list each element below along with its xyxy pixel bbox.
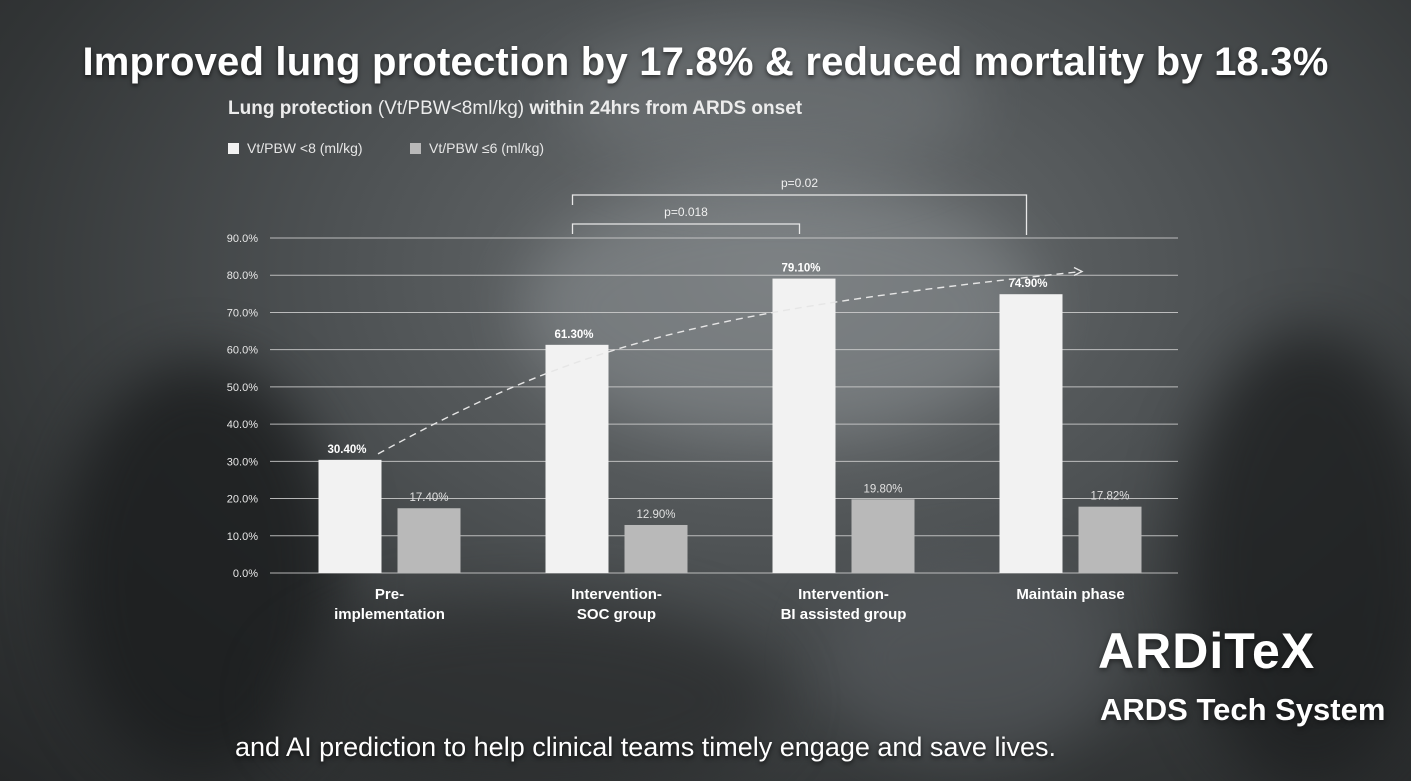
brand-tagline: ARDS Tech System bbox=[1100, 692, 1386, 727]
data-label-secondary: 17.40% bbox=[409, 492, 448, 504]
y-tick-label: 20.0% bbox=[227, 494, 258, 506]
significance-bracket bbox=[571, 223, 801, 234]
p-value-label: p=0.018 bbox=[664, 205, 708, 219]
bar-primary bbox=[772, 278, 836, 573]
bar-primary bbox=[999, 294, 1063, 573]
p-value-label: p=0.02 bbox=[781, 176, 818, 190]
trend-arrow-line bbox=[377, 270, 1083, 455]
bar-secondary bbox=[851, 499, 915, 573]
y-tick-label: 10.0% bbox=[227, 531, 258, 543]
x-category-label: SOC group bbox=[577, 606, 656, 623]
video-caption: and AI prediction to help clinical teams… bbox=[235, 732, 1056, 762]
legend-swatch-primary bbox=[228, 142, 239, 154]
headline: Improved lung protection by 17.8% & redu… bbox=[82, 40, 1329, 84]
bar-secondary bbox=[1078, 506, 1142, 573]
data-label-primary: 61.30% bbox=[554, 329, 593, 341]
bar-secondary bbox=[624, 524, 688, 573]
bar-primary bbox=[545, 344, 609, 573]
data-label-primary: 79.10% bbox=[781, 263, 820, 275]
legend-label-primary: Vt/PBW <8 (ml/kg) bbox=[247, 140, 363, 156]
data-label-secondary: 19.80% bbox=[863, 483, 902, 495]
data-label-secondary: 12.90% bbox=[636, 509, 675, 521]
chart-title-window: within 24hrs from ARDS onset bbox=[529, 98, 803, 119]
chart-title: Lung protection (Vt/PBW<8ml/kg) within 2… bbox=[228, 98, 802, 120]
x-category-label: Intervention- bbox=[798, 586, 889, 603]
data-label-primary: 74.90% bbox=[1008, 278, 1047, 290]
significance-bracket bbox=[571, 194, 1028, 235]
legend-swatch-secondary bbox=[410, 142, 421, 154]
data-label-secondary: 17.82% bbox=[1090, 491, 1129, 503]
x-category-label: Pre- bbox=[375, 586, 404, 603]
y-tick-label: 90.0% bbox=[227, 233, 258, 245]
y-tick-label: 50.0% bbox=[227, 382, 258, 394]
legend-item-primary: Vt/PBW <8 (ml/kg) bbox=[228, 140, 363, 156]
x-category-label: Maintain phase bbox=[1016, 586, 1124, 603]
bar-primary bbox=[318, 459, 382, 573]
y-tick-label: 60.0% bbox=[227, 345, 258, 357]
y-tick-label: 70.0% bbox=[227, 307, 258, 319]
chart-title-main: Lung protection bbox=[228, 98, 373, 119]
y-tick-label: 0.0% bbox=[233, 568, 258, 580]
bar-secondary bbox=[397, 508, 461, 573]
data-label-primary: 30.40% bbox=[327, 444, 366, 456]
trend-arrow-head bbox=[1073, 266, 1084, 277]
legend-label-secondary: Vt/PBW ≤6 (ml/kg) bbox=[429, 140, 545, 156]
legend-item-secondary: Vt/PBW ≤6 (ml/kg) bbox=[410, 140, 544, 156]
brand-logo-text: ARDiTeX bbox=[1098, 623, 1316, 679]
x-category-label: implementation bbox=[334, 606, 445, 623]
y-tick-label: 80.0% bbox=[227, 270, 258, 282]
y-tick-label: 40.0% bbox=[227, 419, 258, 431]
y-tick-label: 30.0% bbox=[227, 456, 258, 468]
chart-title-condition: (Vt/PBW<8ml/kg) bbox=[372, 98, 530, 119]
x-category-label: Intervention- bbox=[571, 586, 662, 603]
x-category-label: BI assisted group bbox=[781, 606, 907, 623]
